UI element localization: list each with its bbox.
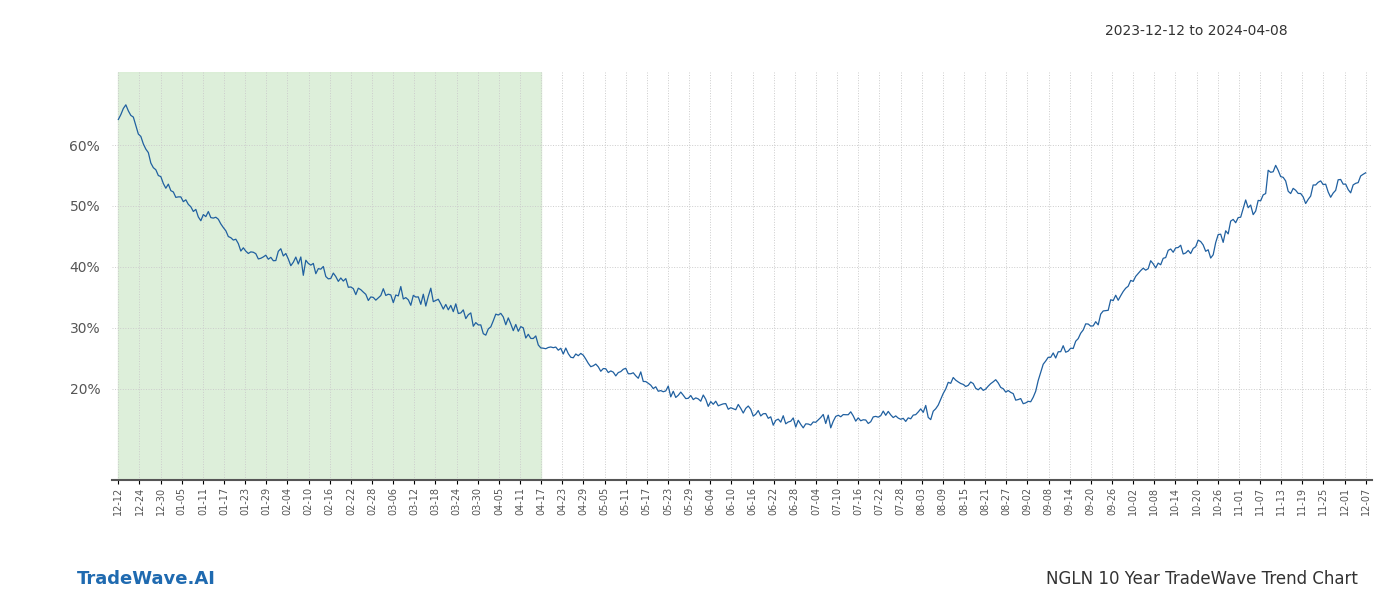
- Text: TradeWave.AI: TradeWave.AI: [77, 570, 216, 588]
- Text: 2023-12-12 to 2024-04-08: 2023-12-12 to 2024-04-08: [1106, 24, 1288, 38]
- Text: NGLN 10 Year TradeWave Trend Chart: NGLN 10 Year TradeWave Trend Chart: [1046, 570, 1358, 588]
- Bar: [119, 72, 542, 480]
